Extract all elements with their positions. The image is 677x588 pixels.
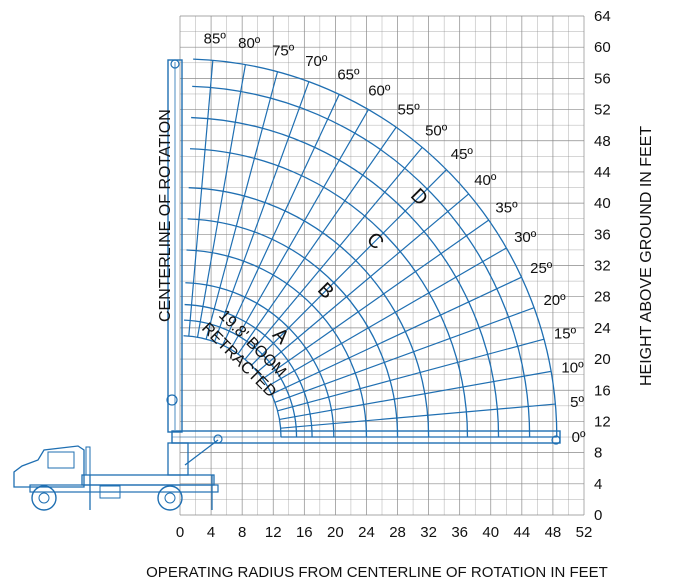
y-tick-label: 16 <box>594 382 611 399</box>
y-tick-label: 28 <box>594 289 611 306</box>
x-axis-label: OPERATING RADIUS FROM CENTERLINE OF ROTA… <box>146 564 608 581</box>
range-arc <box>191 116 500 438</box>
x-tick-label: 40 <box>482 524 499 541</box>
angle-label: 60º <box>368 83 391 100</box>
boom-angle-ray <box>274 307 535 403</box>
y-tick-label: 24 <box>594 320 611 337</box>
boom-angle-ray <box>280 403 556 429</box>
x-tick-label: 44 <box>514 524 531 541</box>
y-tick-label: 20 <box>594 351 611 368</box>
y-axis-label: HEIGHT ABOVE GROUND IN FEET <box>638 126 655 386</box>
x-tick-label: 16 <box>296 524 313 541</box>
x-tick-label: 8 <box>238 524 246 541</box>
range-arc <box>190 148 469 438</box>
truck-frame <box>29 484 219 493</box>
rear-wheel-hub <box>164 492 176 504</box>
boom-hook <box>166 394 178 406</box>
truck-stack <box>85 446 91 476</box>
range-arc <box>184 319 298 438</box>
x-tick-label: 52 <box>576 524 593 541</box>
range-arc <box>185 282 335 438</box>
front-wheel <box>31 485 57 511</box>
crane-cylinder-pin <box>213 434 223 444</box>
centerline-label: CENTERLINE OF ROTATION <box>157 109 174 322</box>
x-tick-label: 48 <box>545 524 562 541</box>
y-tick-label: 60 <box>594 39 611 56</box>
boom-angle-ray <box>213 81 310 342</box>
angle-label: 5º <box>570 394 584 411</box>
angle-label: 75º <box>272 43 295 60</box>
y-tick-label: 4 <box>594 476 602 493</box>
range-arc <box>183 335 282 438</box>
boom-angle-ray <box>256 193 470 373</box>
boom-angle-ray <box>262 219 490 380</box>
x-tick-label: 32 <box>420 524 437 541</box>
angle-label: 65º <box>337 67 360 84</box>
angle-label: 50º <box>425 123 448 140</box>
horizontal-boom-tip <box>551 435 561 445</box>
y-tick-label: 44 <box>594 164 611 181</box>
x-tick-label: 28 <box>389 524 406 541</box>
angle-label: 80º <box>238 35 261 52</box>
crane-pedestal <box>167 442 189 476</box>
boom-angle-ray <box>250 169 447 366</box>
y-tick-label: 32 <box>594 258 611 275</box>
y-tick-label: 64 <box>594 8 611 25</box>
truck-cab <box>13 445 85 488</box>
x-tick-label: 24 <box>358 524 375 541</box>
boom-angle-ray <box>277 338 545 412</box>
boom-angle-ray <box>196 64 247 338</box>
rear-wheel <box>157 485 183 511</box>
boom-angle-ray <box>205 71 279 340</box>
x-tick-label: 0 <box>176 524 184 541</box>
angle-label: 70º <box>305 53 328 70</box>
angle-label: 15º <box>554 326 577 343</box>
angle-label: 25º <box>530 260 553 277</box>
y-tick-label: 52 <box>594 102 611 119</box>
x-tick-label: 36 <box>451 524 468 541</box>
y-tick-label: 40 <box>594 195 611 212</box>
boom-angle-ray <box>222 94 340 346</box>
range-arc <box>184 303 313 438</box>
x-tick-label: 12 <box>265 524 282 541</box>
boom-angle-ray <box>188 60 214 337</box>
y-tick-label: 36 <box>594 226 611 243</box>
cab-window <box>47 451 75 469</box>
boom-angle-ray <box>267 247 507 387</box>
angle-label: 30º <box>514 229 537 246</box>
front-wheel-hub <box>38 492 50 504</box>
truck-toolbox <box>99 485 121 499</box>
angle-label: 45º <box>451 146 474 163</box>
y-tick-label: 56 <box>594 70 611 87</box>
y-tick-label: 12 <box>594 413 611 430</box>
range-arc <box>186 249 368 438</box>
angle-label: 20º <box>543 292 566 309</box>
boom-angle-ray <box>271 276 522 395</box>
range-arc <box>187 218 399 438</box>
boom-angle-ray <box>237 126 397 355</box>
truck-crane-illustration <box>13 59 561 511</box>
y-tick-label: 0 <box>594 507 602 524</box>
angle-label: 40º <box>474 172 497 189</box>
crane-cylinder <box>184 439 219 466</box>
boom-tip <box>170 59 180 69</box>
range-arc <box>188 187 430 438</box>
angle-label: 35º <box>495 200 518 217</box>
y-tick-label: 48 <box>594 133 611 150</box>
x-tick-label: 4 <box>207 524 215 541</box>
y-tick-label: 8 <box>594 445 602 462</box>
angle-label: 55º <box>398 101 421 118</box>
boom-angle-ray <box>244 146 423 360</box>
angle-label: 0º <box>572 429 586 446</box>
boom-angle-ray <box>279 370 552 421</box>
boom-angle-ray <box>229 109 369 350</box>
angle-label: 10º <box>561 360 584 377</box>
x-tick-label: 20 <box>327 524 344 541</box>
angle-label: 85º <box>204 31 227 48</box>
